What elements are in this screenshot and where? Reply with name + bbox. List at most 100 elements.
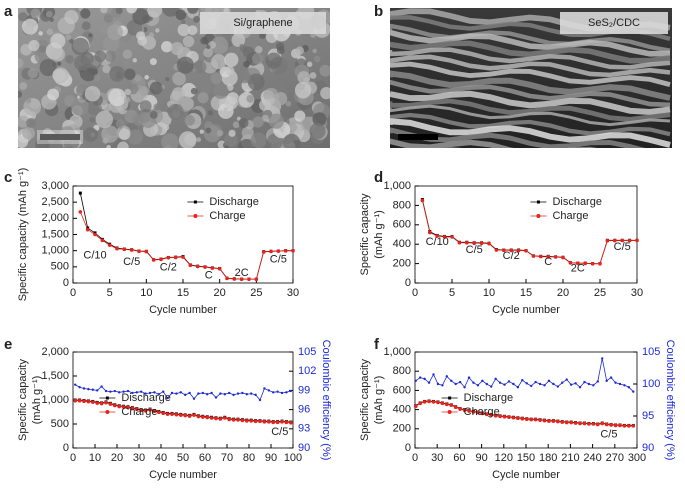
point (245, 419, 249, 423)
grain (104, 50, 117, 62)
fibre (390, 47, 671, 70)
grain (65, 55, 74, 64)
point (91, 388, 95, 391)
point (232, 277, 237, 281)
grain (312, 48, 317, 54)
point (131, 391, 134, 395)
point (175, 392, 178, 395)
point (556, 385, 560, 388)
grain (161, 133, 179, 148)
point (170, 412, 174, 416)
grain (93, 74, 101, 82)
point (115, 246, 119, 251)
y-tick-label: 1,000 (41, 245, 69, 257)
grain (259, 98, 272, 112)
point (547, 379, 551, 382)
point (210, 266, 215, 270)
point (524, 248, 528, 253)
point (148, 391, 152, 395)
x-tick-label: 0 (412, 452, 418, 464)
point (261, 250, 266, 254)
point (627, 424, 631, 428)
grain (134, 74, 142, 82)
y-tick-label: 600 (393, 384, 411, 396)
x-tick-label: 90 (475, 452, 487, 464)
grain (148, 16, 153, 21)
grain (108, 88, 127, 107)
point (218, 417, 223, 421)
point (445, 375, 449, 378)
point (205, 415, 209, 420)
point (547, 419, 551, 423)
point (450, 379, 453, 382)
point (531, 254, 536, 258)
point (153, 391, 156, 394)
scale-bar (40, 134, 80, 140)
grain (175, 9, 187, 21)
point (622, 424, 627, 428)
y-axis-label: Specific capacity (17, 359, 29, 441)
grain (251, 52, 264, 65)
fibre (390, 90, 671, 115)
point (454, 382, 457, 386)
grain (312, 112, 327, 127)
point (512, 382, 515, 386)
grain (259, 32, 266, 39)
grain (18, 58, 24, 69)
grain (126, 8, 138, 14)
grain (181, 19, 186, 25)
point (442, 235, 447, 239)
point (263, 387, 266, 390)
grain (241, 126, 254, 139)
x-tick-label: 210 (561, 452, 579, 464)
grain (161, 41, 173, 53)
point (271, 420, 276, 425)
point (516, 416, 520, 421)
point (578, 386, 582, 389)
point (122, 247, 127, 252)
point (627, 238, 632, 243)
point (137, 249, 141, 254)
grain (200, 36, 208, 45)
grain (50, 33, 66, 49)
x-axis-label: Cycle number (492, 469, 560, 481)
grain (127, 129, 143, 145)
grain (306, 61, 313, 68)
legend-marker (105, 396, 109, 400)
point (569, 420, 573, 425)
point (552, 382, 555, 386)
x-tick-label: 30 (631, 287, 643, 299)
grain (223, 133, 238, 147)
x-tick-label: 180 (539, 452, 557, 464)
point (479, 241, 484, 246)
grain (297, 71, 311, 84)
point (428, 230, 432, 235)
grain (193, 15, 201, 23)
point (100, 385, 103, 388)
grain (190, 87, 198, 95)
point (74, 383, 77, 386)
point (507, 415, 511, 420)
point (467, 376, 471, 379)
point (487, 241, 491, 246)
grain (18, 12, 28, 22)
y-tick-label: 3,000 (41, 180, 69, 192)
y-tick-label: 0 (63, 277, 69, 289)
y2-tick-label: 90 (642, 442, 654, 454)
y-tick-label: 1,000 (383, 346, 411, 358)
grain (295, 46, 305, 55)
point (618, 423, 622, 428)
point (231, 418, 236, 422)
grain (106, 145, 111, 148)
series-line (79, 193, 293, 280)
point (181, 255, 185, 259)
point (280, 420, 284, 424)
grain (103, 13, 114, 23)
point (223, 416, 227, 420)
grain (197, 92, 209, 104)
point (104, 389, 108, 393)
point (556, 419, 560, 424)
fibre (440, 146, 463, 148)
grain (117, 141, 129, 148)
point (188, 391, 191, 395)
